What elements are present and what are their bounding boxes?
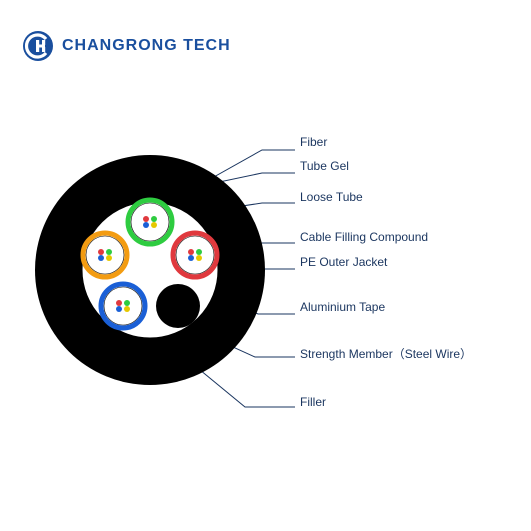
label-6: Strength Member（Steel Wire）: [300, 345, 472, 362]
label-3: Cable Filling Compound: [300, 230, 428, 244]
brand-name: CHANGRONG TECH: [62, 37, 231, 55]
label-4: PE Outer Jacket: [300, 255, 387, 269]
label-1: Tube Gel: [300, 159, 349, 173]
brand-logo: [22, 30, 54, 62]
label-2: Loose Tube: [300, 190, 363, 204]
label-7: Filler: [300, 395, 326, 409]
brand-header: CHANGRONG TECH: [22, 30, 231, 62]
label-0: Fiber: [300, 135, 327, 149]
cable-cross-section: [35, 155, 325, 415]
label-5: Aluminium Tape: [300, 300, 385, 314]
